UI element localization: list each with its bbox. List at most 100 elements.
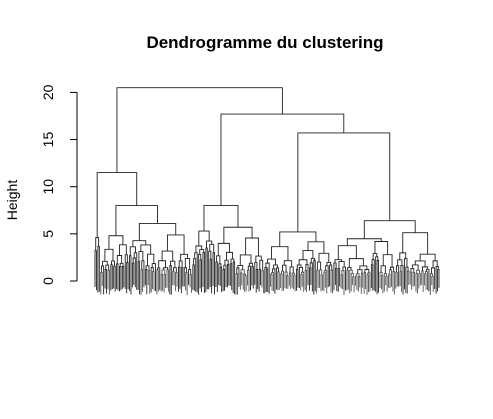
branch — [192, 264, 195, 291]
leaf-branch — [409, 271, 413, 290]
branch — [222, 269, 225, 292]
branch — [382, 254, 393, 268]
branch — [119, 265, 122, 292]
branch — [258, 269, 261, 292]
leaf-branch — [140, 269, 143, 295]
branch — [97, 245, 100, 293]
leaf-branch — [270, 273, 273, 291]
branch — [105, 264, 110, 271]
branch — [180, 253, 188, 261]
branch — [316, 261, 322, 271]
branch — [147, 253, 155, 266]
leaf-branch — [316, 269, 319, 294]
leaf-branch — [152, 271, 155, 291]
leaf-branch — [395, 271, 398, 289]
y-tick-label: 5 — [40, 230, 56, 238]
branch — [296, 268, 299, 291]
leaf-branch — [412, 271, 415, 287]
branch — [346, 238, 382, 246]
branch — [126, 262, 129, 294]
branch — [363, 220, 416, 239]
branch — [138, 251, 144, 262]
branch — [140, 244, 152, 255]
y-axis: 0 5 10 15 20 — [40, 84, 78, 285]
branch — [419, 253, 436, 261]
leaf-branch — [147, 270, 151, 294]
branch — [219, 266, 223, 293]
branch — [199, 259, 202, 293]
leaf-branch — [415, 272, 418, 294]
leaf-branch — [421, 270, 424, 292]
branch — [307, 241, 325, 254]
branch — [309, 267, 312, 291]
leaf-branch — [357, 276, 361, 292]
leaf-branch — [424, 273, 427, 290]
leaf-branch — [172, 270, 175, 286]
leaf-branch — [363, 272, 367, 294]
branch — [205, 247, 208, 293]
branch — [129, 255, 132, 295]
leaf-branch — [366, 274, 369, 295]
leaf-branch — [388, 273, 391, 288]
leaf-branch — [156, 269, 159, 295]
leaf-branch — [166, 269, 169, 292]
leaf-branch — [163, 273, 166, 293]
branch — [245, 237, 259, 257]
y-tick-label: 0 — [40, 277, 56, 285]
leaf-branch — [304, 270, 308, 292]
leaf-branch — [100, 272, 103, 295]
branch-major — [115, 205, 158, 236]
leaf-branch — [380, 274, 384, 294]
leaf-branch — [418, 273, 421, 289]
branch-major — [297, 132, 391, 232]
branch — [226, 264, 230, 288]
branch — [209, 258, 213, 294]
leaf-branch — [323, 271, 326, 292]
branch — [279, 231, 317, 247]
branch-major — [220, 113, 345, 206]
leaf-branch — [175, 271, 178, 292]
branch — [289, 266, 294, 274]
branch — [129, 246, 136, 256]
branch — [198, 230, 210, 247]
branch — [318, 252, 330, 263]
leaf-branch — [360, 272, 364, 294]
branch — [132, 240, 147, 247]
leaf-branch — [346, 269, 349, 291]
branch — [411, 264, 419, 271]
branch — [116, 255, 123, 264]
y-tick-label: 15 — [40, 132, 56, 148]
branch — [334, 267, 338, 292]
branch — [255, 255, 262, 263]
leaf-branch — [244, 274, 247, 293]
leaf-branch — [160, 273, 164, 292]
branch — [113, 265, 116, 292]
branch — [232, 261, 236, 295]
branch — [138, 223, 177, 241]
branch — [410, 268, 415, 273]
branch — [217, 242, 230, 256]
leaf-branch — [161, 269, 166, 275]
leaf-branch — [235, 273, 238, 295]
branch — [437, 269, 440, 292]
leaf-branch — [107, 269, 110, 295]
branch — [94, 250, 97, 291]
branch — [338, 261, 345, 269]
branch — [202, 252, 205, 294]
dendrogram-branches — [94, 87, 440, 296]
leaf-branch — [189, 274, 192, 293]
y-axis-label: Height — [4, 180, 20, 221]
branch — [121, 265, 125, 289]
leaf-branch — [293, 274, 296, 292]
branch — [414, 260, 426, 267]
y-tick-label: 10 — [40, 179, 56, 195]
branch — [402, 232, 429, 255]
branch — [370, 264, 374, 291]
leaf-branch — [300, 273, 303, 291]
branch — [229, 263, 233, 290]
y-tick-label: 20 — [40, 84, 56, 100]
leaf-branch — [385, 275, 388, 292]
branch — [215, 261, 218, 293]
leaf-branch — [330, 269, 333, 294]
leaf-branch — [239, 272, 243, 290]
